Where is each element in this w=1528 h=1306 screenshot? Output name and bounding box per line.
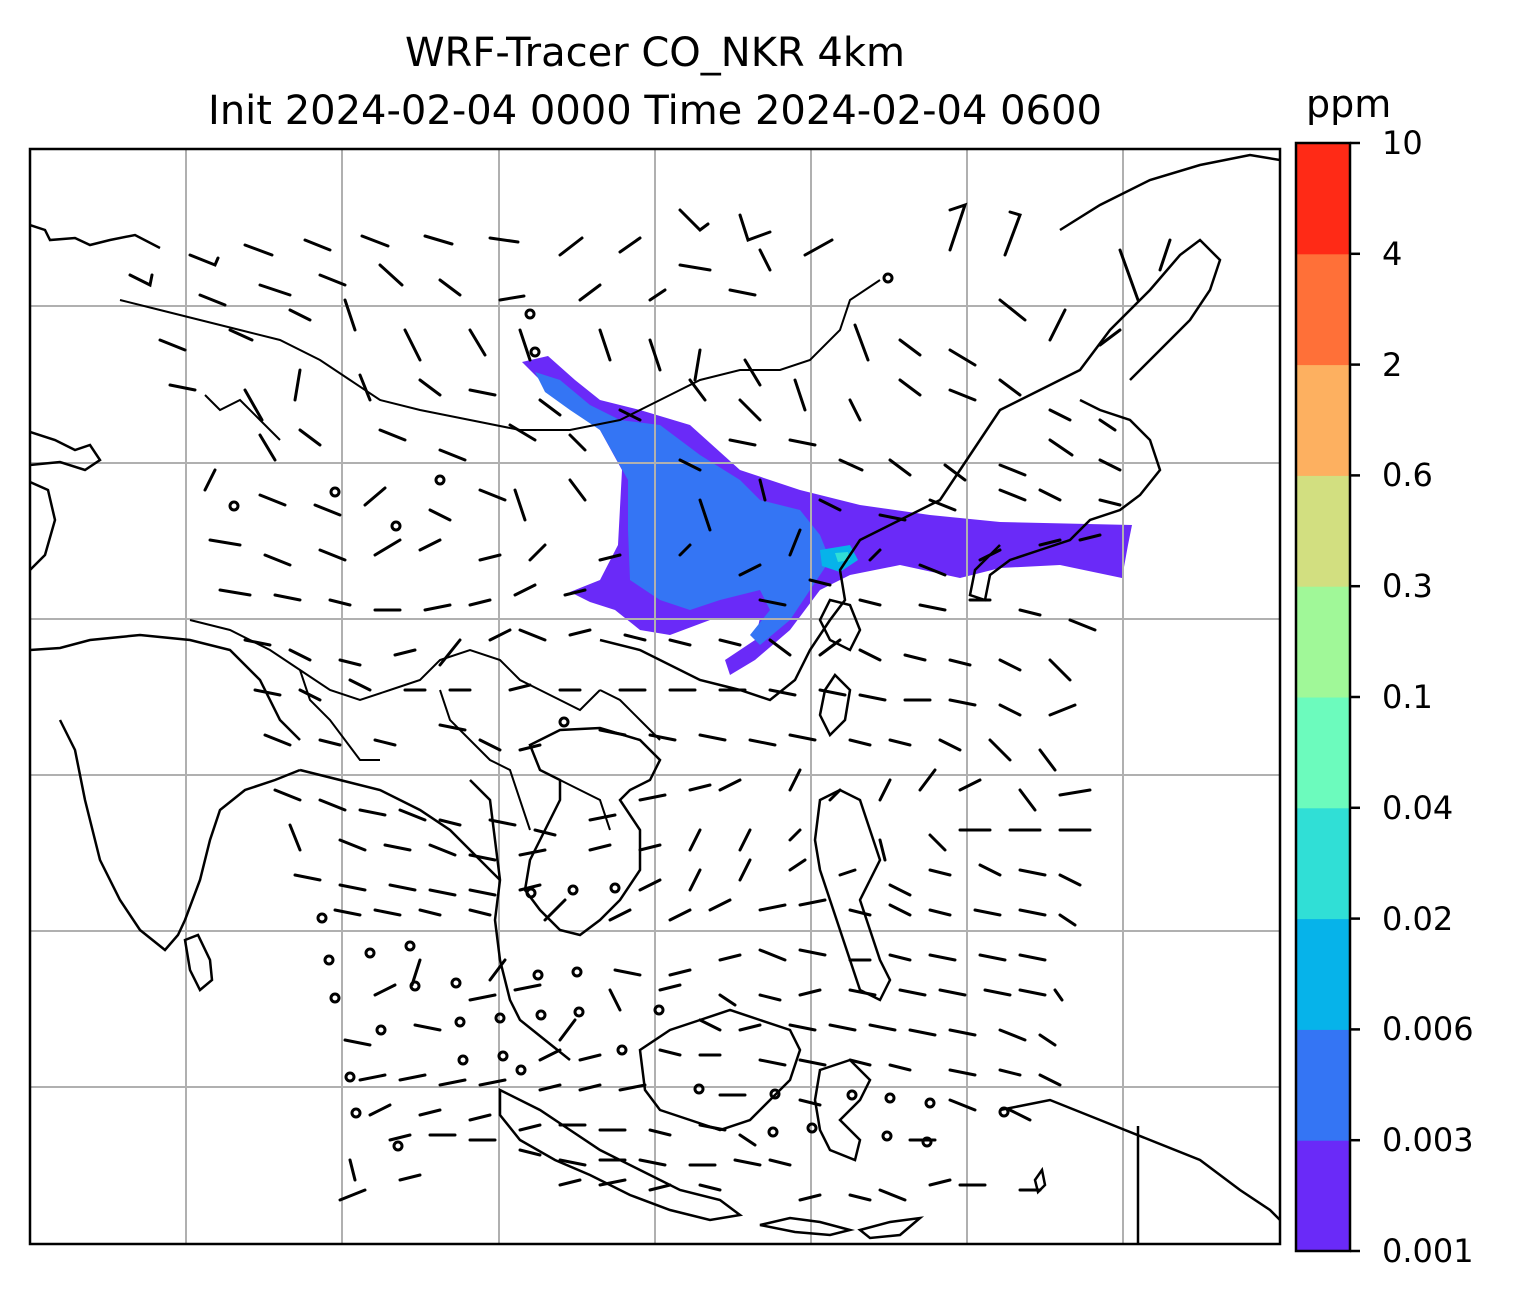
gridlines	[30, 149, 1280, 1244]
colorbar-segment	[1296, 697, 1350, 809]
colorbar-segment	[1296, 475, 1350, 587]
chart-title: WRF-Tracer CO_NKR 4km	[404, 30, 906, 76]
colorbar-segment	[1296, 1029, 1350, 1141]
colorbar-segment	[1296, 143, 1350, 255]
map-frame	[28, 147, 1282, 1246]
colorbar-segment	[1296, 586, 1350, 698]
colorbar-segment	[1296, 364, 1350, 476]
colorbar-segment	[1296, 253, 1350, 366]
colorbar-unit-label: ppm	[1306, 82, 1392, 126]
colorbar-tick-label: 0.02	[1382, 899, 1454, 938]
colorbar-tick-label: 4	[1382, 234, 1403, 273]
colorbar-tick-label: 0.003	[1382, 1121, 1474, 1160]
colorbar-tick-label: 2	[1382, 345, 1403, 384]
colorbar-tick-label: 0.006	[1382, 1010, 1474, 1049]
wind-barbs	[128, 202, 1172, 1202]
colorbar-tick-label: 0.1	[1382, 678, 1433, 716]
colorbar-tick-label: 0.3	[1382, 567, 1433, 606]
colorbar-segment	[1296, 918, 1350, 1030]
colorbar-segment	[1296, 807, 1350, 920]
plume-level-0003	[535, 372, 830, 645]
colorbar-tick-label: 0.6	[1382, 456, 1433, 495]
chart-subtitle: Init 2024-02-04 0000 Time 2024-02-04 060…	[208, 88, 1102, 134]
colorbar-tick-label: 0.001	[1382, 1232, 1474, 1270]
colorbar-segment	[1296, 1140, 1350, 1252]
colorbar-tick-label: 0.04	[1382, 788, 1454, 827]
tracer-plume	[522, 356, 1132, 675]
colorbar-tick-label: 10	[1382, 124, 1423, 162]
calm-markers	[228, 272, 1010, 1152]
plume-level-0001	[522, 356, 1132, 675]
colorbar	[1294, 141, 1360, 1253]
